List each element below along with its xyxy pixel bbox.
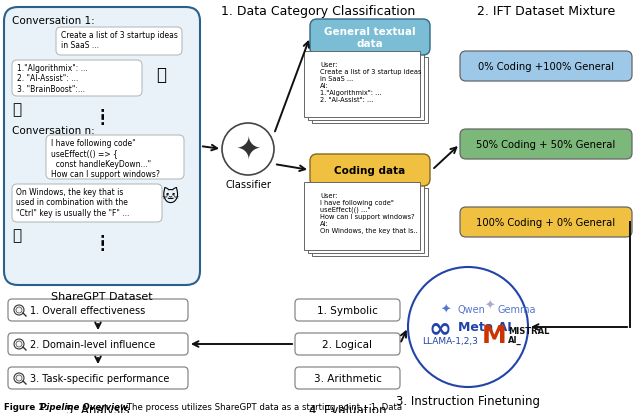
Text: 1."Algorithmix": ...
2. "AI-Assist": ...
3. "BrainBoost":...: 1."Algorithmix": ... 2. "AI-Assist": ...… xyxy=(17,64,88,94)
Text: LLAMA-1,2,3: LLAMA-1,2,3 xyxy=(422,337,478,346)
Circle shape xyxy=(14,373,24,383)
FancyBboxPatch shape xyxy=(56,28,182,56)
Text: 1. Overall effectiveness: 1. Overall effectiveness xyxy=(30,305,145,315)
Text: AI_: AI_ xyxy=(508,335,522,344)
Text: :: : xyxy=(99,106,105,120)
Text: 🤖: 🤖 xyxy=(12,102,21,117)
Text: 50% Coding + 50% General: 50% Coding + 50% General xyxy=(476,140,616,150)
Text: 2. IFT Dataset Mixture: 2. IFT Dataset Mixture xyxy=(477,5,615,18)
FancyBboxPatch shape xyxy=(460,130,632,159)
Text: Meta AI: Meta AI xyxy=(458,321,512,334)
Text: 👧: 👧 xyxy=(156,66,166,84)
Text: User:
Create a list of 3 startup ideas
in SaaS ...
AI:
1."Algorithmix": ...
2. ": User: Create a list of 3 startup ideas i… xyxy=(320,62,422,103)
FancyBboxPatch shape xyxy=(310,20,430,56)
Circle shape xyxy=(222,124,274,176)
Text: ✦: ✦ xyxy=(441,303,451,316)
Text: I have following code"
useEffect(() => {
  const handleKeyDown..."
How can I sup: I have following code" useEffect(() => {… xyxy=(51,139,160,179)
Text: :: : xyxy=(99,114,105,128)
Circle shape xyxy=(14,305,24,315)
FancyBboxPatch shape xyxy=(46,136,184,180)
Circle shape xyxy=(16,341,22,347)
Text: 100% Coding + 0% General: 100% Coding + 0% General xyxy=(476,218,616,228)
Text: 5. Analysis: 5. Analysis xyxy=(66,403,130,413)
Text: 1. Data Category Classification: 1. Data Category Classification xyxy=(221,5,415,18)
Text: 🤖: 🤖 xyxy=(12,228,21,242)
Text: Pipeline Overview.: Pipeline Overview. xyxy=(40,402,131,411)
FancyBboxPatch shape xyxy=(4,8,200,285)
Text: MISTRAL: MISTRAL xyxy=(508,327,549,336)
Text: Conversation n:: Conversation n: xyxy=(12,126,95,136)
FancyBboxPatch shape xyxy=(310,154,430,187)
Text: 4. Evaluation: 4. Evaluation xyxy=(308,403,387,413)
Bar xyxy=(312,58,428,124)
Text: M: M xyxy=(482,323,506,347)
FancyBboxPatch shape xyxy=(8,367,188,389)
FancyBboxPatch shape xyxy=(8,299,188,321)
FancyBboxPatch shape xyxy=(12,61,142,97)
Text: :: : xyxy=(99,231,105,245)
Circle shape xyxy=(408,267,528,387)
Bar xyxy=(304,183,420,250)
Text: Qwen: Qwen xyxy=(458,304,486,314)
FancyBboxPatch shape xyxy=(460,52,632,82)
Text: ShareGPT Dataset: ShareGPT Dataset xyxy=(51,291,153,301)
Text: 0% Coding +100% General: 0% Coding +100% General xyxy=(478,62,614,72)
Text: 3. Arithmetic: 3. Arithmetic xyxy=(314,373,381,383)
FancyBboxPatch shape xyxy=(460,207,632,237)
FancyBboxPatch shape xyxy=(8,333,188,355)
Text: 3. Instruction Finetuning: 3. Instruction Finetuning xyxy=(396,394,540,407)
Circle shape xyxy=(16,307,22,313)
Text: Figure 1:: Figure 1: xyxy=(4,402,51,411)
Bar xyxy=(308,185,424,254)
Text: ✦: ✦ xyxy=(236,135,260,164)
Bar xyxy=(312,189,428,256)
Text: 2. Logical: 2. Logical xyxy=(323,339,372,349)
FancyBboxPatch shape xyxy=(12,185,162,223)
Circle shape xyxy=(16,375,22,381)
Text: Conversation 1:: Conversation 1: xyxy=(12,16,95,26)
Text: Coding data: Coding data xyxy=(334,166,406,176)
Text: ∞: ∞ xyxy=(428,313,452,341)
Circle shape xyxy=(14,339,24,349)
Text: User:
I have following code"
useEffect(() ..."
How can I support windows?
AI:
On: User: I have following code" useEffect((… xyxy=(320,192,418,234)
Text: Classifier: Classifier xyxy=(225,180,271,190)
Bar xyxy=(304,52,420,118)
Text: 🐱: 🐱 xyxy=(162,188,179,206)
FancyBboxPatch shape xyxy=(295,299,400,321)
FancyBboxPatch shape xyxy=(295,333,400,355)
Bar xyxy=(308,55,424,121)
Text: ✦: ✦ xyxy=(484,299,495,312)
Text: :: : xyxy=(99,240,105,254)
Text: 2. Domain-level influence: 2. Domain-level influence xyxy=(30,339,156,349)
Text: 3. Task-specific performance: 3. Task-specific performance xyxy=(30,373,170,383)
Text: On Windows, the key that is
used in combination with the
"Ctrl" key is usually t: On Windows, the key that is used in comb… xyxy=(16,188,129,217)
Text: The process utilizes ShareGPT data as a starting point... 1. Data: The process utilizes ShareGPT data as a … xyxy=(124,402,402,411)
Text: General textual
data: General textual data xyxy=(324,27,416,49)
Text: Create a list of 3 startup ideas
in SaaS ...: Create a list of 3 startup ideas in SaaS… xyxy=(61,31,178,50)
Text: 1. Symbolic: 1. Symbolic xyxy=(317,305,378,315)
FancyBboxPatch shape xyxy=(295,367,400,389)
Text: Gemma: Gemma xyxy=(498,304,536,314)
